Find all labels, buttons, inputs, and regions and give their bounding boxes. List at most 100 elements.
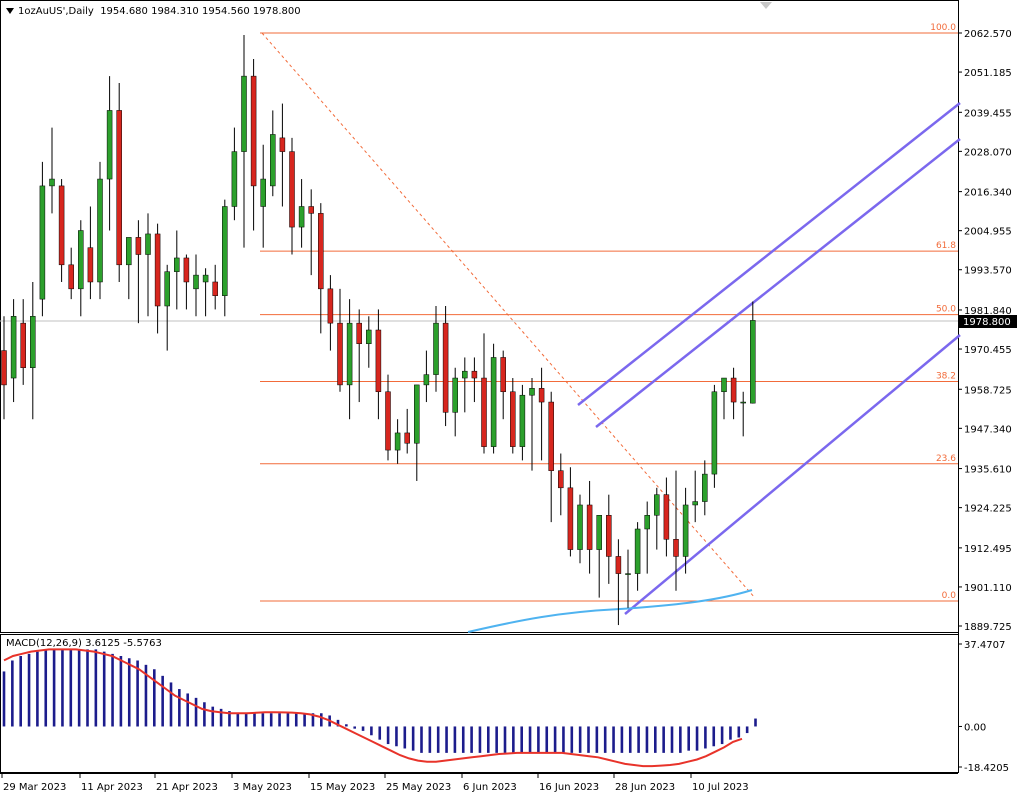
candle-bear <box>250 75 257 187</box>
current-price-marker <box>959 315 1017 328</box>
candle-bear <box>471 370 478 379</box>
date-tick-label: 29 Mar 2023 <box>3 782 66 793</box>
candle-bear <box>318 213 324 290</box>
candle-bear <box>212 281 218 296</box>
date-tick-label: 3 May 2023 <box>233 782 292 793</box>
price-tick-label: 1924.225 <box>964 504 1012 515</box>
candle-bull <box>750 320 756 404</box>
macd-signal-line <box>3 648 743 768</box>
candle-bull <box>490 357 497 447</box>
channel-line[interactable] <box>595 138 961 428</box>
candle-bull <box>644 515 650 530</box>
candle-bear <box>356 322 362 344</box>
date-tick-label: 11 Apr 2023 <box>81 782 143 793</box>
date-tick-label: 6 Jun 2023 <box>463 782 517 793</box>
date-axis[interactable]: 29 Mar 2023 11 Apr 2023 21 Apr 2023 3 May 2… <box>1 773 749 793</box>
candle-bear <box>385 391 391 451</box>
candle-bear <box>538 388 545 403</box>
date-tick-label: 15 May 2023 <box>310 782 375 793</box>
candle-bear <box>567 487 574 550</box>
candle-bull <box>529 388 535 396</box>
candle-bear <box>606 515 612 557</box>
candle-bear <box>308 206 314 214</box>
price-axis[interactable]: 2062.570 2051.185 2039.455 2028.070 2016.340… <box>958 29 1012 633</box>
candle-bear <box>20 322 26 368</box>
dropdown-triangle-icon[interactable] <box>6 8 14 14</box>
candle-bull <box>298 206 305 228</box>
symbol-label: 1ozAuUS' <box>18 6 66 17</box>
scroll-arrow-icon[interactable] <box>760 2 772 9</box>
candle-bear <box>337 322 343 386</box>
candle-bear <box>730 377 737 403</box>
candle-bull <box>462 370 468 379</box>
candle-bull <box>519 394 526 447</box>
candle-bull <box>452 377 458 413</box>
equidistant-channel[interactable] <box>577 102 961 615</box>
candle-bull <box>625 573 631 575</box>
candle-bull <box>164 271 170 307</box>
candle-bear <box>154 233 161 307</box>
macd-tick-label: -18.4205 <box>964 763 1009 774</box>
price-tick-label: 2039.455 <box>964 108 1012 119</box>
candle-bear <box>558 470 564 489</box>
price-tick-label: 1901.110 <box>964 583 1012 594</box>
date-tick-label: 10 Jul 2023 <box>692 782 749 793</box>
candle-bear <box>481 377 487 447</box>
channel-line[interactable] <box>577 102 961 406</box>
candle-bear <box>183 257 190 283</box>
candle-bull <box>126 237 132 266</box>
channel-line[interactable] <box>624 334 961 615</box>
fib-level-label: 50.0 <box>936 305 956 315</box>
candle-bear <box>500 357 506 393</box>
candle-bear <box>586 504 593 550</box>
candle-bear <box>116 110 122 266</box>
fib-level-label: 0.0 <box>942 591 957 601</box>
fib-trend-line[interactable] <box>261 32 756 599</box>
candle-bull <box>394 432 401 451</box>
price-tick-label: 2051.185 <box>964 68 1012 79</box>
candle-bear <box>58 185 65 266</box>
macd-label: MACD(12,26,9) 3.6125 -5.5763 <box>6 638 162 649</box>
fib-level-label: 38.2 <box>936 371 956 381</box>
candle-bull <box>711 391 718 475</box>
candle-bull <box>414 384 420 444</box>
candle-bear <box>442 322 449 413</box>
candle-bear <box>548 401 554 471</box>
candle-bull <box>740 401 746 404</box>
candle-bull <box>222 206 228 296</box>
date-tick-label: 16 Jun 2023 <box>539 782 599 793</box>
candle-bull <box>39 185 46 300</box>
candle-bull <box>260 178 266 207</box>
candle-bull <box>202 274 209 283</box>
ohlc-values: 1954.680 1984.310 1954.560 1978.800 <box>100 6 301 17</box>
candle-bull <box>702 473 708 502</box>
candle-bull <box>634 528 641 574</box>
price-tick-label: 1993.570 <box>964 266 1012 277</box>
candle-bull <box>97 178 103 283</box>
price-tick-label: 1970.455 <box>964 345 1012 356</box>
candle-bull <box>231 151 238 207</box>
price-tick-label: 1958.725 <box>964 385 1012 396</box>
macd-header: MACD(12,26,9) 3.6125 -5.5763 <box>6 638 162 649</box>
fibonacci-retracement[interactable]: 100.0 61.8 50.0 38.2 23.6 0.0 <box>0 23 958 602</box>
candle-bull <box>721 377 727 393</box>
price-tick-label: 2028.070 <box>964 147 1012 158</box>
candlesticks <box>1 34 756 626</box>
candle-bull <box>423 374 430 386</box>
date-tick-label: 21 Apr 2023 <box>156 782 218 793</box>
candle-bear <box>673 539 679 557</box>
candle-bull <box>346 322 353 386</box>
candle-bull <box>654 494 660 516</box>
price-tick-label: 1889.725 <box>964 622 1012 633</box>
candle-bull <box>366 329 372 344</box>
chart-header: 1ozAuUS',Daily 1954.680 1984.310 1954.56… <box>6 6 301 17</box>
candle-bear <box>510 391 516 447</box>
candle-bull <box>596 515 602 550</box>
candle-bull <box>10 316 17 379</box>
candle-bull <box>30 316 36 368</box>
current-price-label: 1978.800 <box>963 317 1011 328</box>
price-tick-label: 1947.340 <box>964 424 1012 435</box>
candle-bear <box>289 151 295 228</box>
